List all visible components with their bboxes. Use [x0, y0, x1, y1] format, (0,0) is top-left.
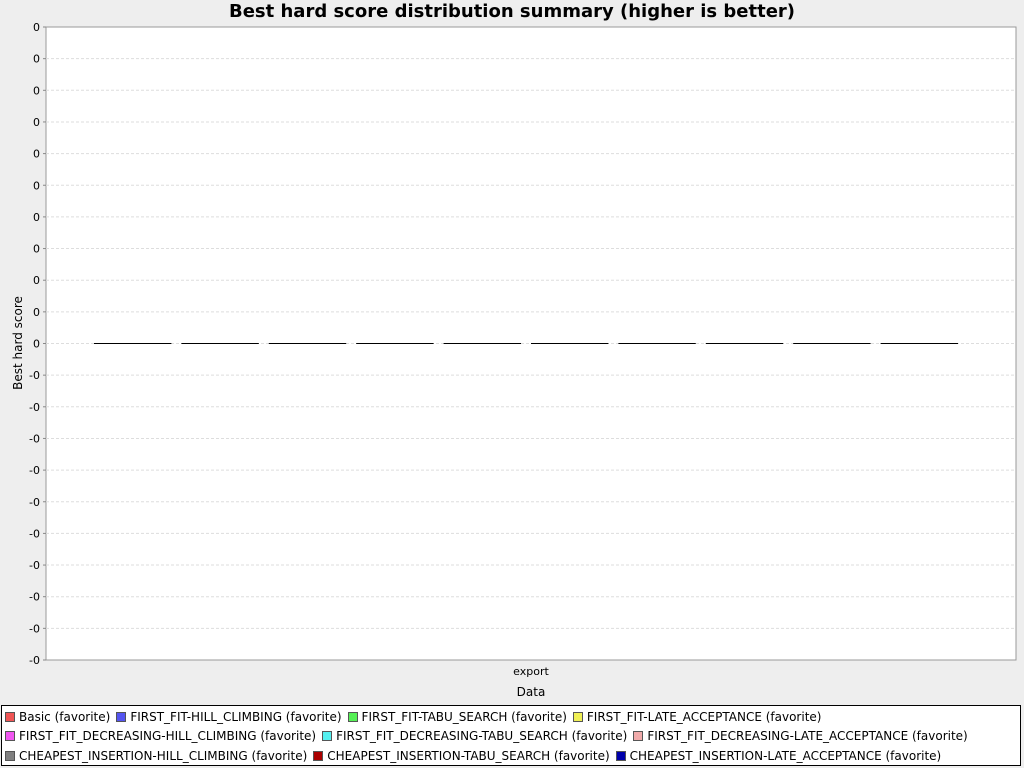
legend-label: FIRST_FIT_DECREASING-LATE_ACCEPTANCE (fa…: [647, 729, 968, 743]
legend-item: CHEAPEST_INSERTION-TABU_SEARCH (favorite…: [313, 746, 610, 766]
legend-item: FIRST_FIT_DECREASING-TABU_SEARCH (favori…: [322, 726, 627, 746]
y-axis-label: Best hard score: [11, 296, 25, 390]
legend-row: Basic (favorite) FIRST_FIT-HILL_CLIMBING …: [5, 707, 827, 727]
legend-swatch: [615, 751, 626, 761]
y-tick-label: -0: [29, 527, 40, 540]
legend-label: CHEAPEST_INSERTION-TABU_SEARCH (favorite…: [327, 749, 610, 763]
y-tick-label: 0: [33, 338, 40, 351]
legend-swatch: [313, 751, 324, 761]
legend-swatch: [5, 731, 15, 741]
y-tick-label: -0: [29, 559, 40, 572]
legend-item: FIRST_FIT-LATE_ACCEPTANCE (favorite): [572, 707, 822, 727]
legend-label: FIRST_FIT-TABU_SEARCH (favorite): [361, 710, 567, 724]
x-axis-label: Data: [517, 685, 546, 699]
legend-label: CHEAPEST_INSERTION-HILL_CLIMBING (favori…: [19, 749, 308, 763]
legend-label: FIRST_FIT-LATE_ACCEPTANCE (favorite): [586, 710, 822, 724]
legend-swatch: [116, 712, 127, 722]
y-tick-label: 0: [33, 53, 40, 66]
y-tick-label: 0: [33, 243, 40, 256]
legend-item: FIRST_FIT-TABU_SEARCH (favorite): [347, 707, 567, 727]
y-tick-label: 0: [33, 84, 40, 97]
legend-item: CHEAPEST_INSERTION-LATE_ACCEPTANCE (favo…: [615, 746, 942, 766]
y-tick-label: 0: [33, 274, 40, 287]
y-tick-label: -0: [29, 464, 40, 477]
legend-row: CHEAPEST_INSERTION-HILL_CLIMBING (favori…: [5, 746, 947, 766]
legend-swatch: [347, 712, 358, 722]
legend-label: FIRST_FIT_DECREASING-TABU_SEARCH (favori…: [336, 729, 628, 743]
legend-item: CHEAPEST_INSERTION-HILL_CLIMBING (favori…: [5, 746, 307, 766]
legend-swatch: [5, 712, 15, 722]
y-tick-label: 0: [33, 148, 40, 161]
y-tick-label: 0: [33, 179, 40, 192]
y-tick-label: 0: [33, 211, 40, 224]
y-axis-ticks: 0 0 0 0 0 0 0 0 0 0 0 -0 -0 -0 -0 -0 -0 -0 -0 -0 -0: [29, 21, 46, 667]
y-tick-label: -0: [29, 591, 40, 604]
chart-plot: 0 0 0 0 0 0 0 0 0 0 0 -0 -0 -0 -0 -0 -0 -0 -0 -0 -0 export D…: [11, 21, 1017, 699]
legend-swatch: [633, 731, 644, 741]
y-tick-label: 0: [33, 21, 40, 34]
y-tick-label: 0: [33, 116, 40, 129]
y-tick-label: -0: [29, 654, 40, 667]
y-tick-label: -0: [29, 622, 40, 635]
legend-swatch: [5, 751, 15, 761]
legend-label: FIRST_FIT_DECREASING-HILL_CLIMBING (favo…: [19, 729, 317, 743]
legend-swatch: [322, 731, 333, 741]
legend-label: FIRST_FIT-HILL_CLIMBING (favorite): [130, 710, 342, 724]
y-tick-label: 0: [33, 306, 40, 319]
legend-label: Basic (favorite): [19, 710, 111, 724]
chart-title: Best hard score distribution summary (hi…: [228, 1, 796, 22]
y-tick-label: -0: [29, 401, 40, 414]
legend-item: FIRST_FIT_DECREASING-HILL_CLIMBING (favo…: [5, 726, 316, 746]
legend-item: Basic (favorite): [5, 707, 110, 727]
x-tick-label: export: [513, 665, 549, 678]
y-tick-label: -0: [29, 369, 40, 382]
legend-swatch: [572, 712, 583, 722]
legend-item: FIRST_FIT_DECREASING-LATE_ACCEPTANCE (fa…: [633, 726, 968, 746]
y-tick-label: -0: [29, 432, 40, 445]
y-tick-label: -0: [29, 496, 40, 509]
legend-item: FIRST_FIT-HILL_CLIMBING (favorite): [116, 707, 342, 727]
legend: Basic (favorite) FIRST_FIT-HILL_CLIMBING …: [1, 705, 1021, 766]
legend-label: CHEAPEST_INSERTION-LATE_ACCEPTANCE (favo…: [629, 749, 942, 763]
legend-row: FIRST_FIT_DECREASING-HILL_CLIMBING (favo…: [5, 726, 974, 746]
